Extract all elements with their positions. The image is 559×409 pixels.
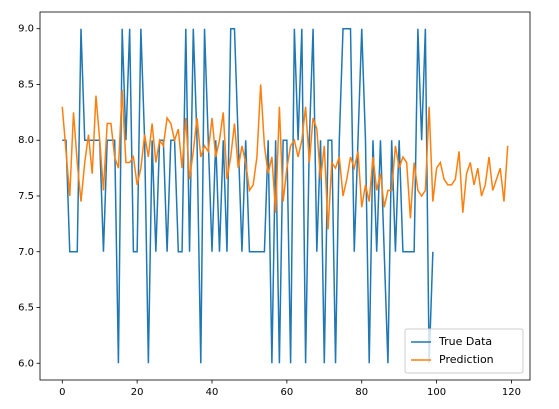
series-line bbox=[62, 27, 434, 364]
plot-frame bbox=[39, 11, 531, 381]
x-tick-label: 60 bbox=[281, 387, 294, 398]
x-tick-label: 40 bbox=[206, 387, 219, 398]
y-tick-label: 7.5 bbox=[18, 191, 34, 202]
y-tick-label: 9.0 bbox=[18, 24, 34, 35]
y-tick-label: 8.0 bbox=[18, 135, 34, 146]
x-tick-label: 100 bbox=[427, 387, 446, 398]
legend-box bbox=[404, 328, 524, 374]
legend: True Data Prediction bbox=[404, 328, 524, 374]
y-tick-label: 6.0 bbox=[18, 358, 34, 369]
x-tick-label: 20 bbox=[131, 387, 144, 398]
y-tick-label: 8.5 bbox=[18, 79, 34, 90]
legend-label: Prediction bbox=[439, 353, 494, 366]
series-line bbox=[61, 84, 509, 230]
x-tick-label: 80 bbox=[355, 387, 368, 398]
legend-label: True Data bbox=[438, 335, 492, 348]
x-tick-label: 120 bbox=[502, 387, 521, 398]
y-tick-label: 6.5 bbox=[18, 303, 34, 314]
y-tick-label: 7.0 bbox=[18, 247, 34, 258]
x-tick-label: 0 bbox=[59, 387, 65, 398]
